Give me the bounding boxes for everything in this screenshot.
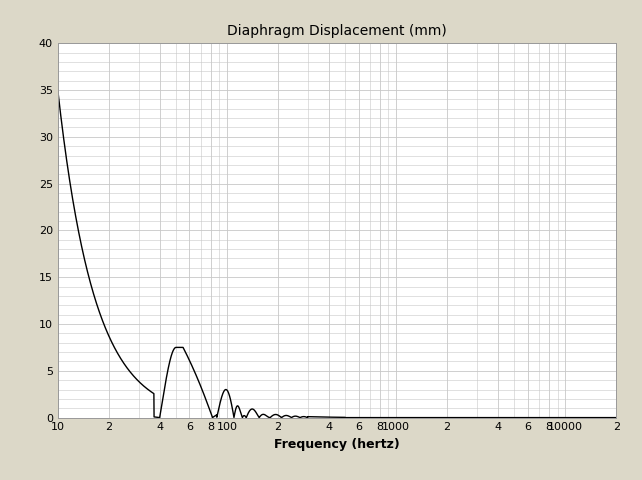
- X-axis label: Frequency (hertz): Frequency (hertz): [274, 438, 400, 451]
- Title: Diaphragm Displacement (mm): Diaphragm Displacement (mm): [227, 24, 447, 38]
